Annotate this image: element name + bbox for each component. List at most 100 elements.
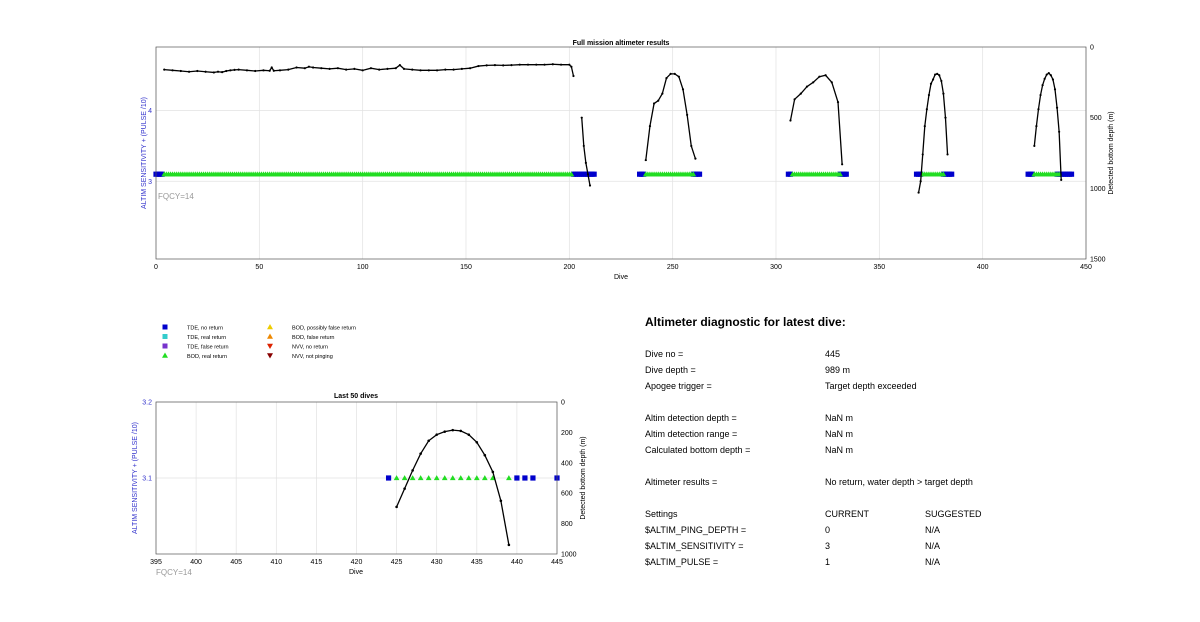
full-mission-chart: Full mission altimeter results Dive ALTI… — [141, 40, 1115, 281]
tde-no-return-marker — [1068, 171, 1075, 177]
depth-point — [1053, 88, 1057, 91]
depth-point — [485, 64, 488, 67]
depth-point — [929, 82, 933, 85]
tde-no-return-marker — [522, 475, 528, 481]
depth-point — [789, 119, 792, 122]
depth-point — [411, 469, 414, 472]
depth-point — [572, 74, 575, 78]
depth-point — [467, 433, 471, 436]
depth-point — [799, 92, 802, 95]
depth-point — [419, 69, 422, 72]
x-tick-label: 420 — [351, 559, 363, 566]
depth-point — [657, 99, 660, 102]
x-tick-label: 300 — [770, 264, 782, 271]
depth-point — [444, 68, 447, 71]
y2-tick-label: 400 — [561, 460, 573, 467]
apogee-label: Apogee trigger = — [645, 381, 712, 391]
y-axis-label: ALTIM SENSITIVITY + (PULSE /10) — [132, 422, 139, 534]
depth-point — [938, 74, 941, 77]
depth-point — [665, 76, 668, 80]
sensitivity-label: $ALTIM_SENSITIVITY = — [645, 541, 744, 551]
depth-point — [836, 101, 840, 104]
legend-label: BOD, possibly false return — [292, 326, 356, 332]
depth-point — [411, 68, 414, 71]
depth-point — [204, 70, 207, 73]
legend-label: NVV, no return — [292, 345, 328, 351]
x-tick-label: 425 — [391, 559, 403, 566]
tde-no-return-marker — [385, 475, 392, 481]
y2-tick-label: 0 — [561, 400, 565, 407]
depth-series-line — [789, 74, 843, 165]
detection-depth-row: Altim detection depth = NaN m — [645, 413, 1165, 427]
bod-real-return-marker — [417, 475, 424, 481]
depth-point — [652, 102, 656, 105]
calc-bottom-row: Calculated bottom depth = NaN m — [645, 445, 1165, 459]
ping-depth-current: 0 — [825, 525, 831, 535]
tick-labels: 395 400 405 410 415 420 425 430 435 440 445 3.1 3.2 0… — [142, 400, 576, 567]
depth-point — [1041, 84, 1044, 87]
tde-no-return-marker — [159, 171, 165, 177]
depth-point — [272, 69, 275, 72]
depth-point — [254, 69, 257, 73]
depth-point — [586, 173, 590, 176]
depth-point — [644, 158, 647, 162]
x-tick-label: 450 — [1080, 264, 1092, 271]
depth-point — [233, 68, 236, 71]
depth-point — [923, 125, 926, 128]
bod-real-return-marker — [940, 171, 947, 177]
depth-point — [584, 161, 587, 164]
chart-title: Full mission altimeter results — [573, 40, 670, 47]
depth-point — [805, 85, 809, 88]
depth-point — [270, 66, 273, 69]
depth-point — [307, 65, 311, 68]
x-tick-label: 350 — [873, 264, 885, 271]
depth-point — [510, 63, 513, 67]
depth-point — [229, 69, 232, 72]
bod-real-return-marker — [837, 171, 843, 177]
y2-tick-label: 800 — [561, 521, 573, 528]
depth-series-line — [1033, 72, 1062, 180]
depth-point — [518, 63, 521, 66]
detection-range-row: Altim detection range = NaN m — [645, 429, 1165, 443]
depth-point — [179, 69, 182, 73]
depth-point — [1033, 144, 1036, 148]
depth-point — [677, 75, 680, 78]
depth-point — [841, 163, 844, 166]
y2-axis-label: Detected bottom depth (m) — [580, 436, 587, 519]
depth-point — [936, 72, 939, 75]
legend-label: NVV, not pinging — [292, 354, 333, 360]
depth-point — [917, 191, 920, 194]
depth-point — [543, 63, 546, 66]
bod-real-return-marker — [690, 171, 697, 177]
bod-real-return-marker — [441, 475, 448, 481]
legend-marker — [267, 333, 273, 339]
altimeter-results-row: Altimeter results = No return, water dep… — [645, 477, 1165, 491]
dive-depth-label: Dive depth = — [645, 365, 696, 375]
tde-no-return-marker — [949, 171, 955, 177]
depth-point — [196, 69, 199, 73]
depth-point — [369, 67, 373, 70]
tde-no-return-marker — [787, 171, 794, 177]
bod-real-return-marker — [393, 475, 400, 481]
depth-point — [1043, 77, 1046, 80]
depth-point — [1035, 125, 1038, 128]
bod-real-return-marker — [425, 475, 432, 481]
depth-point — [507, 543, 511, 547]
depth-series-line — [645, 73, 697, 161]
depth-point — [1047, 72, 1050, 75]
diagnostic-title: Altimeter diagnostic for latest dive: — [645, 315, 846, 329]
depth-point — [475, 440, 479, 444]
depth-point — [830, 81, 833, 84]
depth-point — [551, 63, 554, 66]
depth-point — [499, 499, 503, 503]
bod-real-return-marker — [506, 475, 512, 481]
depth-point — [824, 74, 827, 77]
bod-real-return-marker — [473, 475, 480, 481]
x-tick-label: 250 — [667, 264, 679, 271]
depth-point — [931, 78, 935, 81]
calc-bottom-label: Calculated bottom depth = — [645, 445, 751, 455]
depth-point — [394, 67, 397, 70]
depth-point — [812, 81, 815, 84]
last-50-dives-chart: Last 50 dives Dive ALTIM SENSITIVITY + (… — [132, 393, 587, 577]
depth-point — [378, 68, 381, 71]
